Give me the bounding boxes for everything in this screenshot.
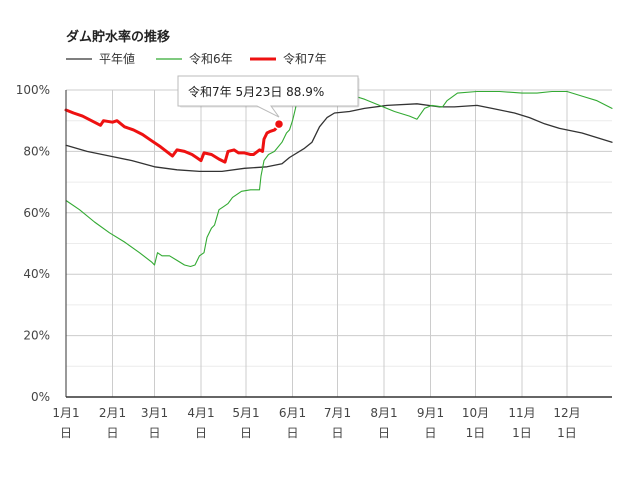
x-tick-label-1: 2月1 <box>99 406 126 420</box>
x-axis: 1月1 日 2月1 日 3月1 日 4月1 日 5月1 日 6月1 日 7月1 日 8月1 日 9月1 日 10月 1… <box>52 90 612 440</box>
x-tick-sublabel-3: 日 <box>195 426 207 440</box>
x-tick-label-11: 12月 <box>553 406 580 420</box>
legend-label-1: 令和6年 <box>189 51 233 66</box>
x-tick-sublabel-9: 1日 <box>466 426 486 440</box>
x-tick-sublabel-5: 日 <box>286 426 298 440</box>
x-tick-label-8: 9月1 <box>417 406 444 420</box>
x-tick-sublabel-2: 日 <box>148 426 160 440</box>
x-tick-sublabel-0: 日 <box>60 426 72 440</box>
legend-label-0: 平年値 <box>99 51 135 66</box>
y-axis: 0% 20% 40% 60% 80% 100% <box>16 83 50 404</box>
x-tick-label-5: 6月1 <box>279 406 306 420</box>
chart-series-lines <box>64 89 613 268</box>
y-tick-label-5: 100% <box>16 83 50 97</box>
chart-title: ダム貯水率の推移 <box>66 29 170 45</box>
x-tick-sublabel-4: 日 <box>240 426 252 440</box>
tooltip-point-marker <box>273 118 285 130</box>
x-tick-label-6: 7月1 <box>324 406 351 420</box>
legend-label-2: 令和7年 <box>283 51 327 66</box>
series-line-2 <box>64 108 281 164</box>
x-tick-label-0: 1月1 <box>52 406 79 420</box>
x-tick-label-2: 3月1 <box>141 406 168 420</box>
x-tick-sublabel-8: 日 <box>424 426 436 440</box>
x-tick-label-9: 10月 <box>462 406 489 420</box>
y-tick-label-2: 40% <box>23 267 50 281</box>
tooltip: 令和7年 5月23日 88.9% <box>177 75 360 130</box>
x-tick-label-4: 5月1 <box>232 406 259 420</box>
y-tick-label-0: 0% <box>31 390 50 404</box>
x-tick-sublabel-7: 日 <box>378 426 390 440</box>
x-tick-sublabel-10: 1日 <box>512 426 532 440</box>
x-tick-sublabel-1: 日 <box>106 426 118 440</box>
y-tick-label-1: 20% <box>23 329 50 343</box>
series-line-1 <box>65 89 613 268</box>
y-tick-label-3: 60% <box>23 206 50 220</box>
tooltip-text: 令和7年 5月23日 88.9% <box>188 84 324 99</box>
chart-gridlines <box>66 89 612 397</box>
tooltip-box <box>177 75 359 118</box>
x-tick-label-3: 4月1 <box>187 406 214 420</box>
chart-legend: 平年値 令和6年 令和7年 <box>66 51 327 66</box>
x-tick-sublabel-11: 1日 <box>557 426 577 440</box>
x-tick-label-10: 11月 <box>508 406 535 420</box>
x-tick-sublabel-6: 日 <box>331 426 343 440</box>
y-tick-label-4: 80% <box>23 144 50 158</box>
x-tick-label-7: 8月1 <box>370 406 397 420</box>
series-line-0 <box>65 103 613 173</box>
